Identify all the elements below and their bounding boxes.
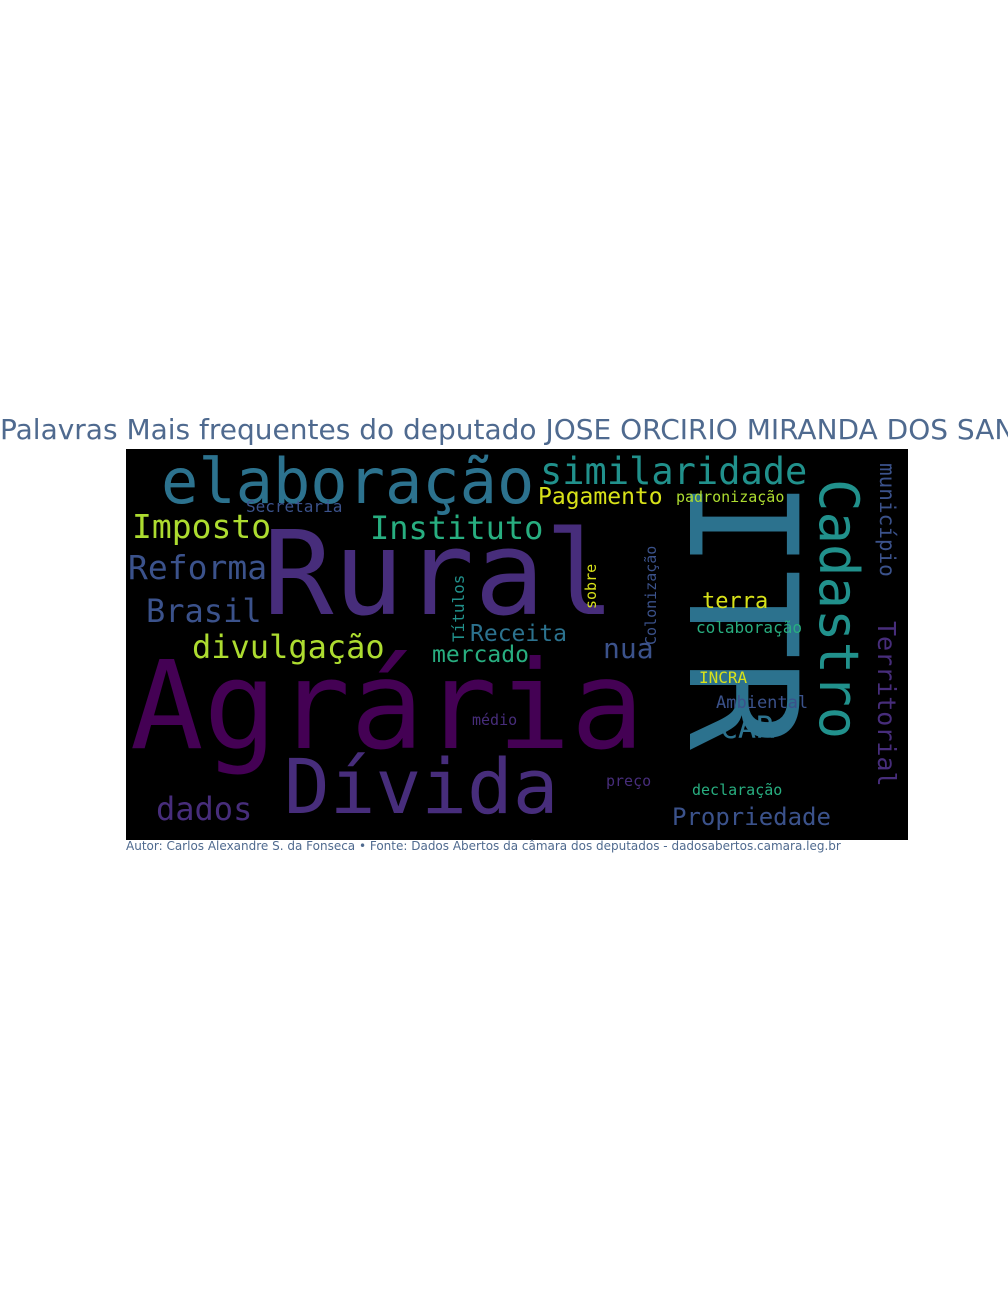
- word-preco: preço: [606, 772, 652, 790]
- word-divida: Dívida: [284, 742, 559, 831]
- word-colonizacao: Colonização: [642, 545, 660, 645]
- word-ambiental: Ambiental: [716, 693, 809, 713]
- word-padronizacao: padronização: [676, 488, 785, 506]
- word-nua: nua: [603, 632, 654, 665]
- footer-credit: Autor: Carlos Alexandre S. da Fonseca • …: [126, 839, 841, 853]
- word-pagamento: Pagamento: [538, 484, 663, 510]
- word-cadastro: Cadastro: [807, 479, 870, 740]
- word-secretaria: Secretaria: [246, 497, 343, 516]
- word-incra: INCRA: [699, 668, 748, 687]
- word-terra: terra: [702, 589, 769, 614]
- word-elaboracao: elaboração: [161, 449, 535, 518]
- word-colaboracao: colaboração: [696, 618, 802, 637]
- word-territorial: Territorial: [872, 621, 901, 787]
- word-propriedade: Propriedade: [672, 803, 831, 831]
- word-brasil: Brasil: [146, 592, 262, 630]
- page-title: Palavras Mais frequentes do deputado JOS…: [0, 413, 1008, 446]
- word-rural: Rural: [263, 505, 616, 642]
- word-divulgacao: divulgação: [192, 628, 385, 666]
- word-declaracao: declaração: [692, 781, 783, 799]
- word-dados: dados: [156, 790, 253, 828]
- word-titulos: Títulos: [449, 574, 468, 642]
- word-instituto: Instituto: [370, 509, 544, 547]
- word-agraria: Agrária: [130, 635, 645, 777]
- word-mercado: mercado: [432, 642, 529, 668]
- word-sobre: sobre: [582, 563, 600, 609]
- word-municipio: município: [875, 463, 899, 577]
- word-imposto: Imposto: [132, 507, 272, 546]
- word-similaridade: similaridade: [540, 450, 808, 493]
- word-car: CAR: [720, 711, 775, 746]
- word-cloud: Rural Agrária ITR elaboração Dívida Cada…: [126, 449, 908, 840]
- word-receita: Receita: [470, 621, 567, 647]
- word-medio: médio: [472, 711, 518, 729]
- word-reforma: Reforma: [128, 548, 268, 587]
